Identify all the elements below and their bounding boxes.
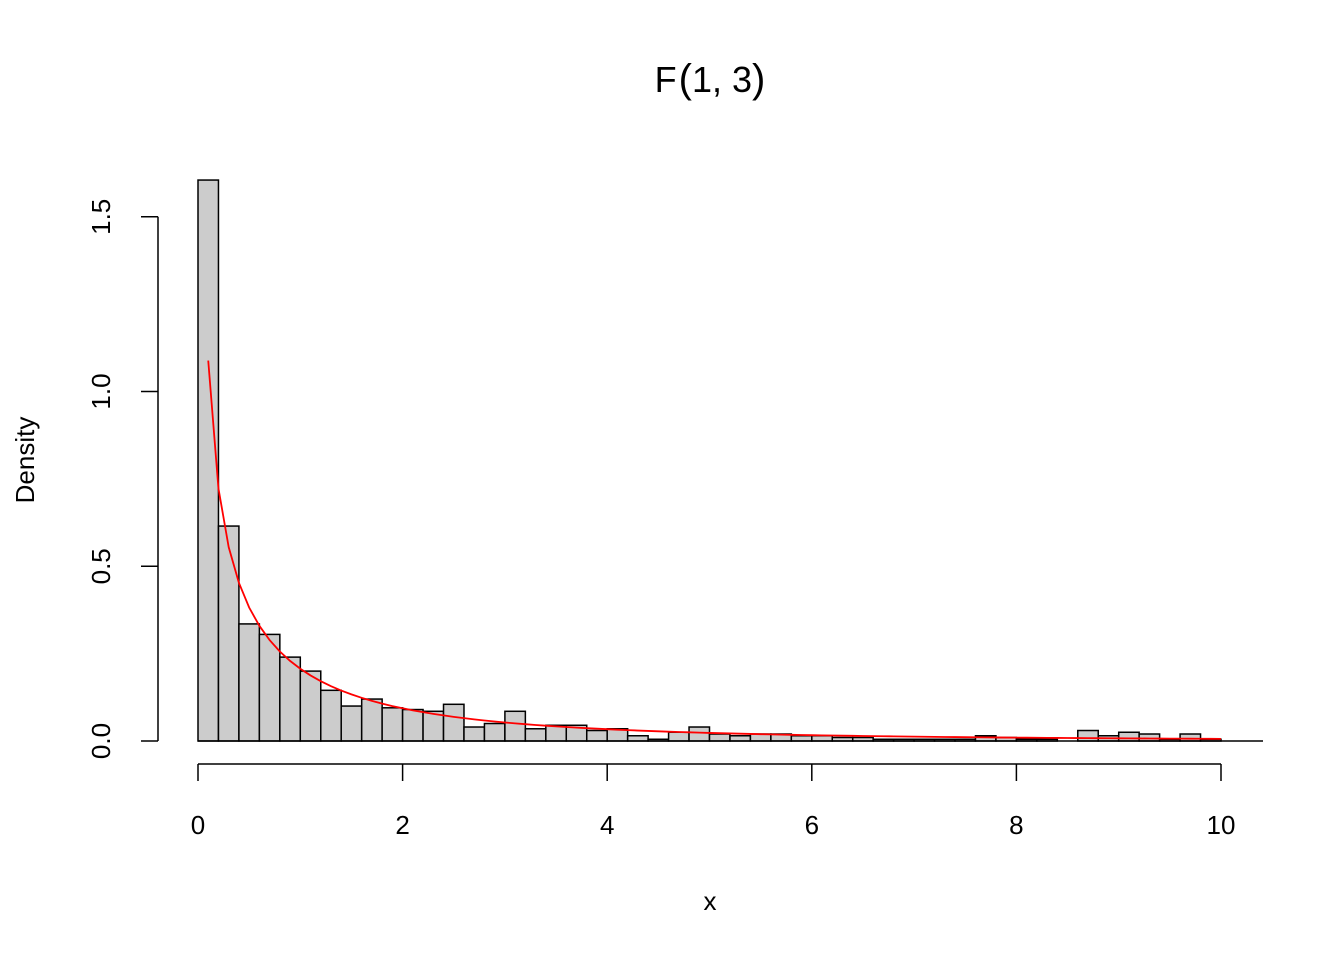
histogram-bar — [279, 656, 302, 742]
histogram-bar — [238, 623, 261, 742]
histogram-bar — [483, 722, 506, 742]
x-tick-label: 10 — [1207, 810, 1236, 840]
histogram-bar — [320, 689, 342, 742]
histogram-bar — [340, 705, 363, 742]
histogram-bar — [626, 735, 649, 742]
x-tick-label: 6 — [805, 810, 819, 840]
histogram-bars — [197, 179, 1222, 742]
x-tick-label: 0 — [191, 810, 205, 840]
x-axis-label: x — [704, 886, 717, 916]
y-tick-label: 1.5 — [86, 199, 116, 235]
histogram-bar — [708, 733, 731, 742]
histogram-bar — [463, 726, 486, 742]
histogram-bar — [401, 708, 424, 742]
histogram-bar — [381, 707, 404, 742]
histogram-bar — [1179, 733, 1202, 742]
histogram-bar — [1077, 729, 1099, 742]
x-tick-label: 8 — [1009, 810, 1023, 840]
histogram-bar — [299, 670, 322, 742]
histogram-bar — [688, 726, 711, 742]
histogram-bar — [524, 728, 547, 742]
chart-title: F(1, 3) — [655, 57, 766, 101]
y-tick-label: 1.0 — [86, 373, 116, 409]
x-axis: 0 2 4 6 8 10 — [191, 763, 1236, 840]
histogram-bar — [360, 698, 383, 742]
density-curve — [207, 360, 1222, 740]
y-axis-label: Density — [10, 417, 40, 504]
y-tick-label: 0.5 — [86, 548, 116, 584]
x-tick-label: 4 — [600, 810, 614, 840]
histogram-bar — [442, 703, 465, 742]
y-tick-label: 0.0 — [86, 723, 116, 759]
histogram-bar — [504, 710, 527, 742]
histogram-bar — [729, 735, 752, 742]
y-axis: 0.0 0.5 1.0 1.5 — [86, 199, 159, 759]
histogram-bar — [667, 731, 690, 742]
histogram-bar — [217, 525, 240, 742]
x-tick-label: 2 — [395, 810, 409, 840]
histogram-bar — [585, 729, 608, 742]
histogram-bar — [1138, 733, 1161, 742]
histogram-bar — [811, 735, 834, 742]
histogram-bar — [258, 633, 281, 742]
histogram-bar — [790, 735, 813, 742]
histogram-bar — [1117, 731, 1140, 742]
